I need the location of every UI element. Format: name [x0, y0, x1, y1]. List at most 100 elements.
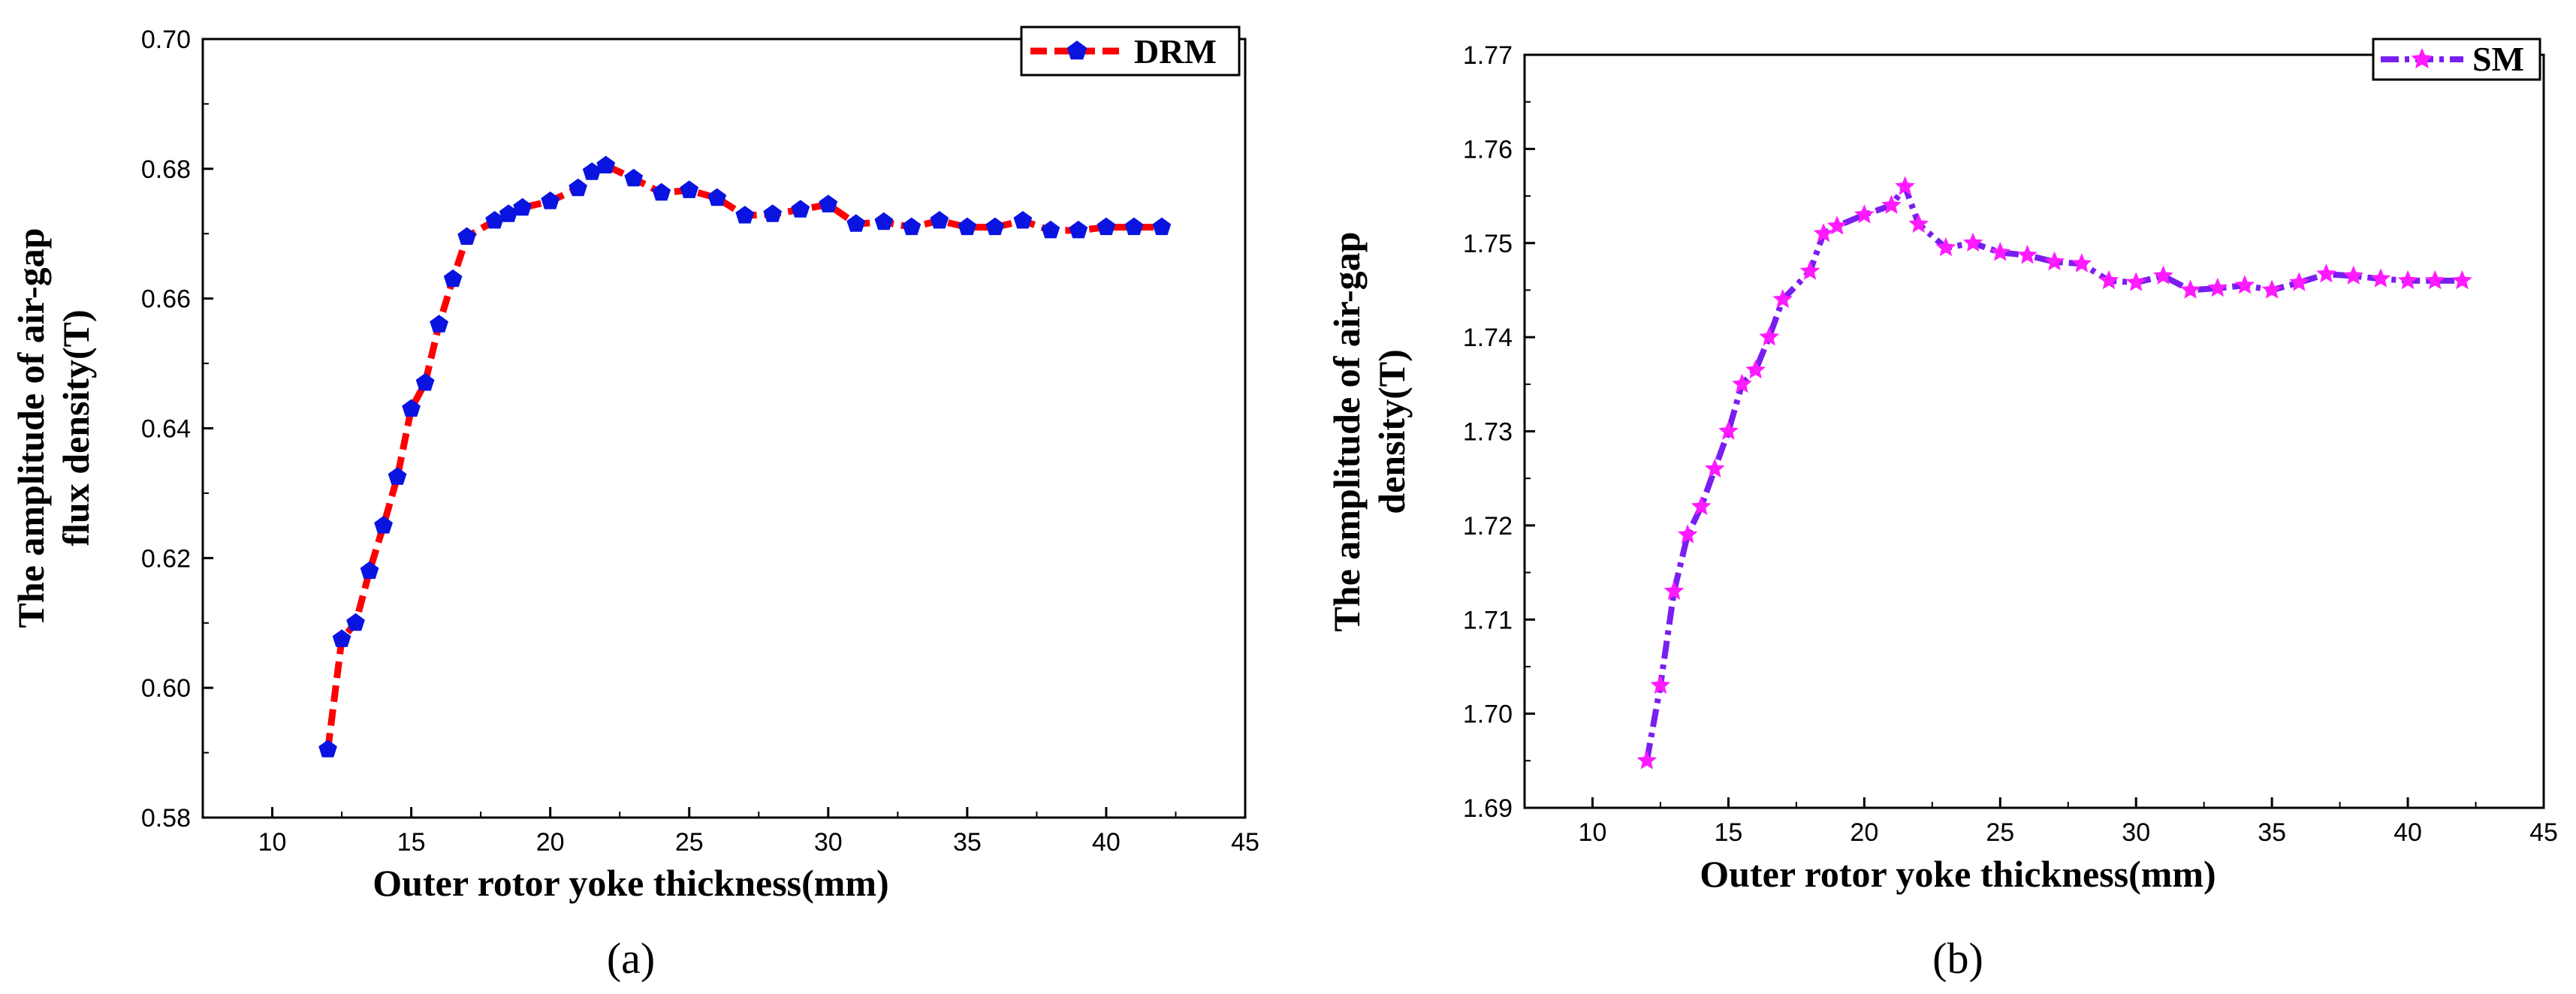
data-point-sm: [1705, 458, 1725, 477]
data-point-sm: [2397, 270, 2418, 290]
data-point-drm: [846, 214, 866, 232]
y-tick-label: 1.69: [1463, 794, 1513, 823]
y-axis-label-b: The amplitude of air-gap density(T): [1326, 232, 1413, 632]
data-point-drm: [318, 739, 337, 758]
data-point-drm: [985, 217, 1005, 236]
y-tick-label: 1.70: [1463, 700, 1513, 729]
data-point-sm: [2098, 270, 2119, 290]
y-axis-label-line: density(T): [1371, 349, 1413, 514]
series-line-drm: [324, 162, 1162, 750]
data-point-sm: [2044, 251, 2065, 271]
data-point-drm: [402, 399, 421, 417]
data-point-sm: [1895, 176, 1915, 195]
data-point-drm: [346, 613, 365, 631]
legend-b: SM: [2372, 38, 2541, 81]
data-point-sm: [1990, 242, 2010, 261]
data-point-drm: [624, 168, 644, 187]
y-axis-label-line: flux density(T): [55, 309, 97, 546]
y-tick-label: 0.70: [141, 26, 191, 54]
data-point-drm: [707, 188, 727, 206]
y-tick-label: 1.74: [1463, 324, 1513, 352]
data-point-drm: [596, 155, 616, 173]
data-point-sm: [2125, 272, 2146, 291]
data-point-drm: [1013, 211, 1033, 229]
y-tick-label: 1.71: [1463, 606, 1513, 634]
y-tick-label: 0.60: [141, 674, 191, 703]
x-tick-label: 35: [2258, 818, 2286, 847]
data-point-sm: [1636, 750, 1658, 770]
data-point-drm: [332, 629, 351, 647]
data-point-drm: [1041, 220, 1060, 239]
plot-frame-b: [1523, 53, 2545, 809]
data-point-sm: [2452, 270, 2472, 290]
data-point-drm: [819, 194, 838, 212]
data-point-sm: [1799, 261, 1820, 280]
x-tick-label: 25: [1986, 818, 2014, 847]
x-tick-label: 15: [1714, 818, 1742, 847]
data-point-drm: [930, 211, 949, 229]
data-point-sm: [2316, 264, 2336, 283]
x-tick-label: 40: [2394, 818, 2422, 847]
data-point-drm: [791, 200, 810, 218]
data-point-sm: [1813, 223, 1834, 242]
data-point-drm: [902, 217, 922, 236]
data-point-sm: [1854, 204, 1875, 224]
y-tick-label: 1.73: [1463, 418, 1513, 447]
data-point-sm: [1650, 675, 1671, 694]
data-point-sm: [1718, 420, 1739, 440]
data-point-drm: [1096, 217, 1116, 236]
data-point-drm: [374, 516, 393, 534]
legend-marker-sm: [2411, 48, 2433, 69]
data-point-sm: [1745, 360, 1766, 379]
y-axis-label-line: The amplitude of air-gap: [1326, 232, 1368, 632]
data-point-sm: [1759, 327, 1779, 346]
legend-label-sm: SM: [2472, 40, 2524, 78]
y-tick-label: 0.66: [141, 285, 191, 314]
data-point-drm: [1124, 217, 1144, 236]
chart-panel-a: 10 15 20 25 30 35 40 45 0.58 0.60 0.62 0.64 0.66 0.6…: [10, 26, 1259, 983]
y-tick-label: 1.77: [1463, 41, 1513, 70]
data-point-sm: [2017, 245, 2038, 264]
data-point-sm: [2370, 268, 2391, 288]
x-tick-label: 10: [1579, 818, 1607, 847]
x-tick-label: 15: [397, 828, 426, 857]
y-tick-label: 0.68: [141, 155, 191, 184]
x-axis-label-a: Outer rotor yoke thickness(mm): [373, 862, 888, 904]
data-point-sm: [2180, 279, 2200, 299]
x-tick-label: 20: [1850, 818, 1878, 847]
x-tick-label: 45: [1231, 828, 1259, 857]
legend-a: DRM: [1020, 26, 1241, 77]
data-point-sm: [1881, 194, 1902, 214]
data-point-sm: [2424, 270, 2445, 290]
x-tick-label: 30: [814, 828, 843, 857]
data-point-drm: [513, 197, 532, 216]
data-point-drm: [1152, 217, 1172, 236]
x-tick-label: 40: [1092, 828, 1121, 857]
data-point-drm: [569, 178, 587, 197]
data-point-drm: [582, 162, 602, 180]
y-tick-label: 0.64: [141, 415, 191, 444]
data-point-drm: [874, 212, 894, 230]
data-point-sm: [1732, 373, 1752, 393]
data-point-drm: [443, 269, 463, 288]
data-point-sm: [2289, 272, 2309, 291]
chart-panel-b: 10 15 20 25 30 35 40 45 1.69 1.70 1.71 1.72 1.73 1.7…: [1326, 38, 2558, 983]
data-point-drm: [388, 467, 407, 485]
data-point-sm: [1962, 232, 1983, 252]
data-point-drm: [485, 211, 504, 229]
data-point-sm: [2071, 253, 2092, 273]
data-point-drm: [360, 561, 379, 580]
data-point-sm: [1677, 524, 1698, 544]
data-point-drm: [680, 180, 699, 198]
y-tick-label: 1.76: [1463, 135, 1513, 164]
data-point-sm: [2207, 277, 2228, 297]
plot-frame-a: [201, 38, 1247, 819]
data-point-sm: [1691, 495, 1712, 516]
data-point-sm: [1772, 289, 1793, 309]
y-axis-label-line: The amplitude of air-gap: [10, 228, 52, 628]
data-point-drm: [958, 217, 977, 236]
x-tick-label: 45: [2529, 818, 2558, 847]
y-tick-label: 0.58: [141, 804, 191, 833]
caption-b: (b): [1932, 934, 1983, 983]
x-tick-label: 10: [258, 828, 287, 857]
